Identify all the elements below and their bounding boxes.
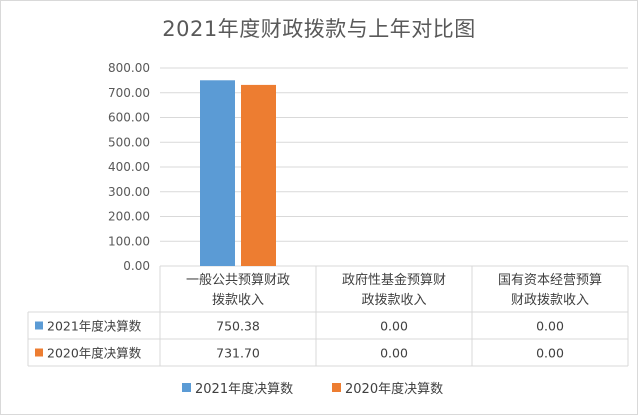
- category-label: 政拨款收入: [361, 293, 426, 308]
- category-label: 国有资本经营预算: [498, 273, 602, 288]
- data-label: 750.38: [216, 319, 260, 334]
- series-name: 2021年度决算数: [47, 319, 142, 334]
- category-label: 政府性基金预算财: [342, 272, 446, 288]
- data-label: 0.00: [536, 319, 564, 334]
- y-tick-label: 700.00: [108, 86, 150, 100]
- y-tick-label: 300.00: [108, 185, 150, 199]
- bar: [241, 84, 276, 266]
- legend-label: 2020年度决算数: [345, 381, 443, 397]
- y-tick-label: 500.00: [108, 135, 150, 149]
- data-label: 0.00: [536, 346, 564, 361]
- legend-swatch: [182, 383, 191, 392]
- y-tick-label: 800.00: [108, 61, 150, 75]
- data-label: 731.70: [216, 346, 260, 361]
- y-tick-label: 400.00: [108, 160, 150, 174]
- category-label: 拨款收入: [212, 293, 264, 308]
- category-label: 财政拨款收入: [511, 293, 589, 308]
- series-name: 2020年度决算数: [47, 346, 142, 361]
- chart-title: 2021年度财政拨款与上年对比图: [162, 17, 476, 41]
- data-label: 0.00: [380, 319, 408, 334]
- series-key: [35, 321, 43, 330]
- series-key: [35, 348, 43, 357]
- category-label: 一般公共预算财政: [186, 272, 290, 288]
- y-tick-label: 600.00: [108, 111, 150, 125]
- data-label: 0.00: [380, 346, 408, 361]
- y-tick-label: 100.00: [108, 234, 150, 248]
- legend-swatch: [332, 383, 341, 392]
- legend-label: 2021年度决算数: [195, 381, 293, 397]
- bar: [200, 80, 235, 267]
- y-tick-label: 200.00: [108, 210, 150, 224]
- y-tick-label: 0.00: [123, 259, 150, 273]
